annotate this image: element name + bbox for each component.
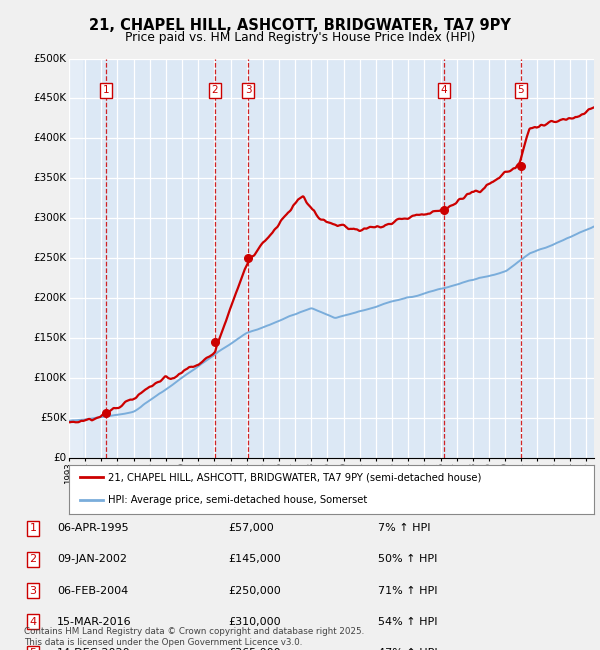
Text: £400K: £400K [34,133,67,144]
Text: 54% ↑ HPI: 54% ↑ HPI [378,617,437,627]
Text: 5: 5 [517,86,524,96]
Text: 4: 4 [440,86,447,96]
Text: 06-APR-1995: 06-APR-1995 [57,523,128,533]
Text: £0: £0 [53,453,67,463]
Text: 2: 2 [212,86,218,96]
Bar [69,58,83,458]
Text: 7% ↑ HPI: 7% ↑ HPI [378,523,431,533]
Text: Price paid vs. HM Land Registry's House Price Index (HPI): Price paid vs. HM Land Registry's House … [125,31,475,44]
Text: 1: 1 [29,523,37,533]
Text: 3: 3 [245,86,251,96]
Text: 09-JAN-2002: 09-JAN-2002 [57,554,127,564]
Text: £150K: £150K [33,333,67,343]
Text: HPI: Average price, semi-detached house, Somerset: HPI: Average price, semi-detached house,… [109,495,368,505]
Text: 15-MAR-2016: 15-MAR-2016 [57,617,131,627]
Text: 2: 2 [29,554,37,564]
Text: £50K: £50K [40,413,67,423]
Text: £200K: £200K [34,293,67,304]
Text: £500K: £500K [34,53,67,64]
Text: 06-FEB-2004: 06-FEB-2004 [57,586,128,595]
Text: £250K: £250K [33,254,67,263]
Text: £145,000: £145,000 [228,554,281,564]
Text: £350K: £350K [33,174,67,183]
Text: 21, CHAPEL HILL, ASHCOTT, BRIDGWATER, TA7 9PY: 21, CHAPEL HILL, ASHCOTT, BRIDGWATER, TA… [89,18,511,33]
Text: £300K: £300K [34,213,67,224]
Text: £450K: £450K [33,94,67,103]
Text: £100K: £100K [34,373,67,384]
Text: 4: 4 [29,617,37,627]
Text: £365,000: £365,000 [228,648,281,650]
Text: £250,000: £250,000 [228,586,281,595]
Text: £310,000: £310,000 [228,617,281,627]
Text: 21, CHAPEL HILL, ASHCOTT, BRIDGWATER, TA7 9PY (semi-detached house): 21, CHAPEL HILL, ASHCOTT, BRIDGWATER, TA… [109,473,482,482]
Text: 1: 1 [103,86,109,96]
Text: 47% ↑ HPI: 47% ↑ HPI [378,648,437,650]
Text: £57,000: £57,000 [228,523,274,533]
Text: 5: 5 [29,648,37,650]
Text: 14-DEC-2020: 14-DEC-2020 [57,648,131,650]
Text: 3: 3 [29,586,37,595]
Text: 71% ↑ HPI: 71% ↑ HPI [378,586,437,595]
Text: 50% ↑ HPI: 50% ↑ HPI [378,554,437,564]
Text: Contains HM Land Registry data © Crown copyright and database right 2025.
This d: Contains HM Land Registry data © Crown c… [24,627,364,647]
Bar [69,58,83,458]
